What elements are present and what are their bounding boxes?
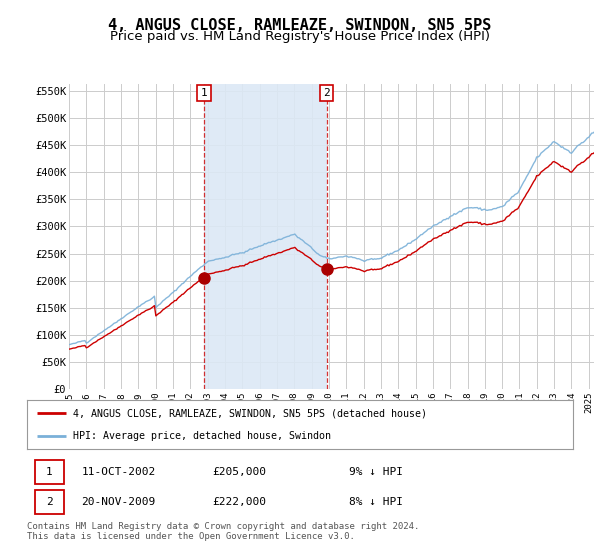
- Text: Contains HM Land Registry data © Crown copyright and database right 2024.
This d: Contains HM Land Registry data © Crown c…: [27, 522, 419, 542]
- Text: 4, ANGUS CLOSE, RAMLEAZE, SWINDON, SN5 5PS (detached house): 4, ANGUS CLOSE, RAMLEAZE, SWINDON, SN5 5…: [73, 408, 427, 418]
- Text: 8% ↓ HPI: 8% ↓ HPI: [349, 497, 403, 507]
- FancyBboxPatch shape: [35, 490, 64, 514]
- Text: 1: 1: [46, 466, 53, 477]
- Text: 9% ↓ HPI: 9% ↓ HPI: [349, 466, 403, 477]
- Text: Price paid vs. HM Land Registry's House Price Index (HPI): Price paid vs. HM Land Registry's House …: [110, 30, 490, 43]
- Text: HPI: Average price, detached house, Swindon: HPI: Average price, detached house, Swin…: [73, 431, 331, 441]
- FancyBboxPatch shape: [35, 460, 64, 483]
- Text: 2: 2: [46, 497, 53, 507]
- Text: £222,000: £222,000: [212, 497, 266, 507]
- Text: 11-OCT-2002: 11-OCT-2002: [82, 466, 156, 477]
- Bar: [204, 84, 326, 389]
- Text: 1: 1: [200, 88, 208, 98]
- Text: 4, ANGUS CLOSE, RAMLEAZE, SWINDON, SN5 5PS: 4, ANGUS CLOSE, RAMLEAZE, SWINDON, SN5 5…: [109, 18, 491, 33]
- Text: £205,000: £205,000: [212, 466, 266, 477]
- Text: 20-NOV-2009: 20-NOV-2009: [82, 497, 156, 507]
- Text: 2: 2: [323, 88, 330, 98]
